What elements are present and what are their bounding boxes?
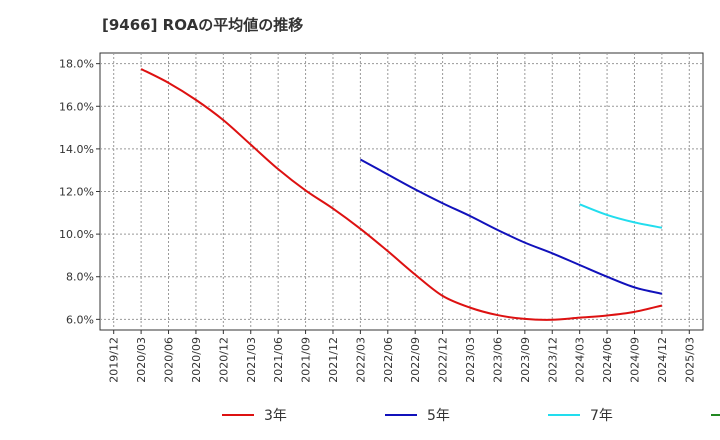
y-axis-ticks: 6.0% 8.0% 10.0% 12.0% 14.0% 16.0% 18.0% (59, 58, 100, 326)
series-line-2 (579, 203, 663, 229)
y-tick-label: 8.0% (66, 271, 94, 284)
x-tick-label: 2020/12 (217, 337, 230, 383)
x-tick-label: 2020/09 (190, 337, 203, 383)
x-tick-label: 2021/09 (300, 337, 313, 383)
x-tick-label: 2024/12 (656, 337, 669, 383)
x-tick-label: 2021/06 (272, 337, 285, 383)
x-tick-label: 2024/09 (628, 337, 641, 383)
x-tick-label: 2019/12 (108, 337, 121, 383)
x-tick-label: 2022/06 (382, 337, 395, 383)
y-tick-label: 16.0% (59, 100, 94, 113)
y-tick-label: 6.0% (66, 313, 94, 326)
x-tick-label: 2022/09 (409, 337, 422, 383)
x-tick-label: 2022/03 (354, 337, 367, 383)
legend-label: 5年 (427, 408, 450, 424)
x-tick-label: 2022/12 (437, 337, 450, 383)
x-tick-label: 2020/03 (135, 337, 148, 383)
x-tick-label: 2023/09 (519, 337, 532, 383)
x-tick-label: 2021/03 (245, 337, 258, 383)
y-tick-label: 10.0% (59, 228, 94, 241)
series-line-0 (140, 68, 663, 321)
legend-label: 3年 (264, 408, 287, 424)
y-tick-label: 18.0% (59, 58, 94, 71)
x-tick-label: 2024/03 (574, 337, 587, 383)
legend-label: 7年 (590, 408, 613, 424)
series-line-1 (359, 158, 663, 295)
grid-lines (100, 53, 703, 330)
series-lines (140, 68, 663, 321)
x-tick-label: 2023/06 (491, 337, 504, 383)
y-tick-label: 14.0% (59, 143, 94, 156)
x-tick-label: 2023/03 (464, 337, 477, 383)
x-tick-label: 2023/12 (546, 337, 559, 383)
x-tick-label: 2025/03 (683, 337, 696, 383)
x-tick-label: 2024/06 (601, 337, 614, 383)
x-tick-label: 2021/12 (327, 337, 340, 383)
y-tick-label: 12.0% (59, 186, 94, 199)
x-tick-label: 2020/06 (163, 337, 176, 383)
legend: 3年5年7年10年 (222, 408, 720, 424)
chart-title: [9466] ROAの平均値の推移 (102, 16, 304, 34)
x-axis-ticks: 2019/12 2020/03 2020/06 2020/09 2020/12 2021/… (108, 330, 696, 383)
